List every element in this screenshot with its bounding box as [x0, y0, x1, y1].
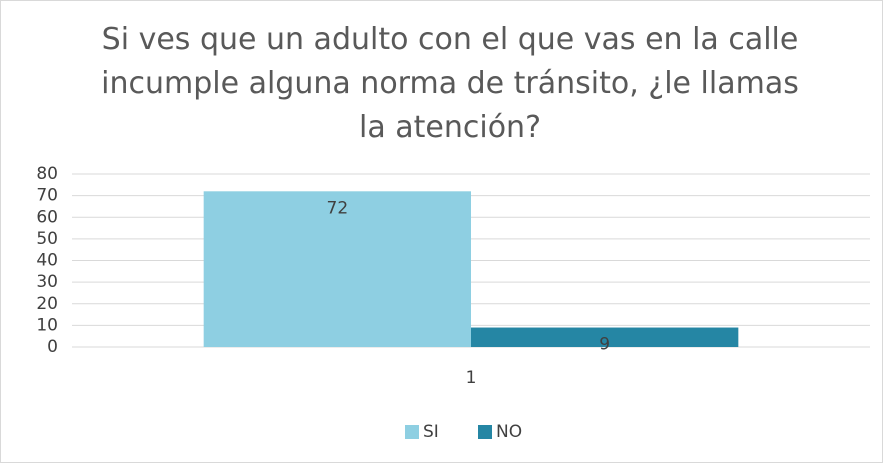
- y-tick-label: 20: [36, 294, 58, 314]
- legend-swatch: [405, 425, 419, 439]
- bar: [471, 327, 739, 347]
- y-tick-label: 30: [36, 272, 58, 292]
- bar: [203, 191, 472, 347]
- y-tick-label: 10: [36, 315, 58, 335]
- y-tick-label: 60: [36, 207, 58, 227]
- legend-label: NO: [496, 422, 522, 442]
- legend-label: SI: [423, 422, 439, 442]
- chart-title: Si ves que un adulto con el que vas en l…: [101, 22, 799, 145]
- legend-swatch: [478, 425, 492, 439]
- y-tick-label: 40: [36, 251, 58, 271]
- y-tick-label: 0: [47, 337, 58, 357]
- data-label: 9: [599, 335, 610, 355]
- x-tick-label: 1: [466, 368, 477, 388]
- y-tick-label: 70: [36, 186, 58, 206]
- y-tick-label: 50: [36, 229, 58, 249]
- y-tick-label: 80: [36, 164, 58, 184]
- data-label: 72: [327, 198, 349, 218]
